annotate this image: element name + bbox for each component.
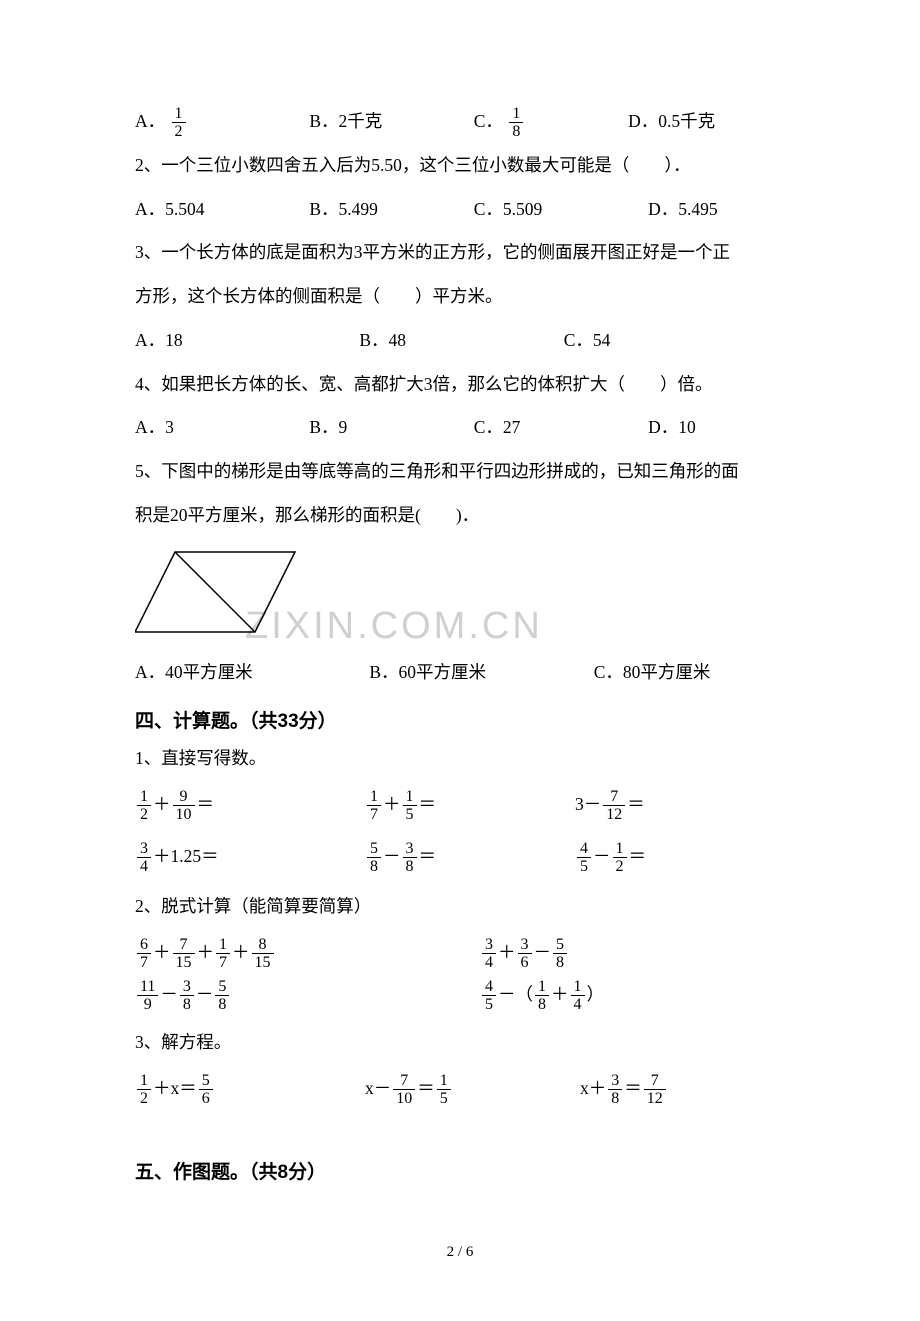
page-number: 2 / 6 (135, 1244, 785, 1261)
p2-row2: 119－38－58 45－（18＋14） (135, 979, 785, 1013)
q1-a-frac: 12 (172, 106, 186, 140)
q5-l1: 5、下图中的梯形是由等底等高的三角形和平行四边形拼成的，已知三角形的面 (135, 450, 785, 494)
p1-title: 1、直接写得数。 (135, 737, 785, 781)
q5-figure (135, 544, 785, 645)
q4-options: A．3 B．9 C．27 D．10 (135, 406, 785, 450)
p2-title: 2、脱式计算（能简算要简算） (135, 885, 785, 929)
q2-text: 2、一个三位小数四舍五入后为5.50，这个三位小数最大可能是（ ）． (135, 144, 785, 188)
q1-b: B．2千克 (309, 100, 469, 144)
q5-options: A．40平方厘米 B．60平方厘米 C．80平方厘米 (135, 651, 785, 695)
q1-c-frac: 18 (509, 106, 523, 140)
q1-d: D．0.5千克 (628, 100, 715, 144)
q1-options: A． 12 B．2千克 C． 18 D．0.5千克 (135, 100, 785, 144)
p1-row2: 34＋1.25＝ 58－38＝ 45－12＝ (135, 841, 785, 875)
q5-l2: 积是20平方厘米，那么梯形的面积是( )． (135, 494, 785, 538)
p3-row: 12＋x＝56 x－710＝15 x＋38＝712 (135, 1073, 785, 1107)
q2-options: A．5.504 B．5.499 C．5.509 D．5.495 (135, 188, 785, 232)
sec5-title: 五、作图题。（共8分） (135, 1157, 785, 1184)
q1-a-label: A． (135, 111, 165, 131)
p2-row1: 67＋715＋17＋815 34＋36－58 (135, 937, 785, 971)
q3-options: A．18 B．48 C．54 (135, 319, 785, 363)
q1-c-label: C． (474, 111, 503, 131)
q3-l1: 3、一个长方体的底是面积为3平方米的正方形，它的侧面展开图正好是一个正 (135, 231, 785, 275)
q4-text: 4、如果把长方体的长、宽、高都扩大3倍，那么它的体积扩大（ ）倍。 (135, 363, 785, 407)
sec4-title: 四、计算题。（共33分） (135, 706, 785, 733)
page-content: A． 12 B．2千克 C． 18 D．0.5千克 2、一个三位小数四舍五入后为… (135, 100, 785, 1261)
q3-l2: 方形，这个长方体的侧面积是（ ）平方米。 (135, 275, 785, 319)
p3-title: 3、解方程。 (135, 1021, 785, 1065)
p1-row1: 12＋910＝ 17＋15＝ 3－712＝ (135, 789, 785, 823)
trapezoid-svg (135, 544, 305, 640)
